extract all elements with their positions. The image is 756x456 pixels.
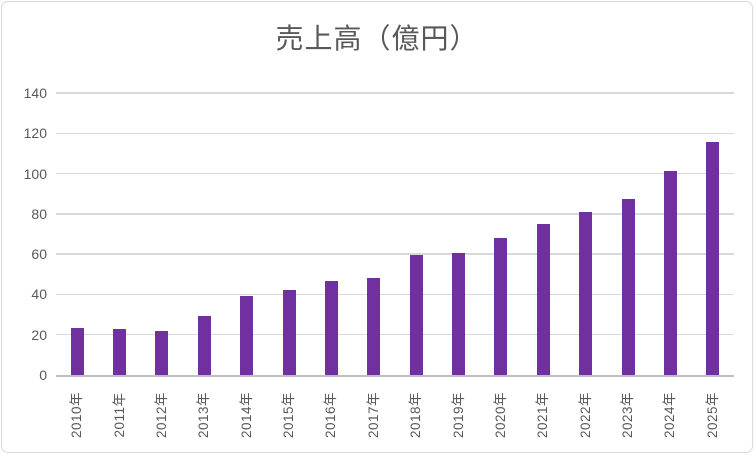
x-axis-tick-label: 2020年 (492, 391, 508, 439)
y-axis-tick-label: 100 (23, 165, 47, 182)
x-axis-tick-label: 2025年 (704, 391, 720, 439)
plot-area: 0 20 40 60 80 100 120 140 2010年 2011年 2012年 2013年 20… (2, 2, 752, 452)
y-axis-tick-label: 120 (23, 125, 47, 142)
bar-2021年 (536, 223, 550, 375)
x-axis-tick-label: 2013年 (196, 391, 212, 439)
bar-2023年 (621, 198, 635, 375)
x-axis-tick-label: 2016年 (323, 391, 339, 439)
gridline-y-120 (56, 132, 734, 135)
gridline-y-140 (56, 92, 734, 94)
gridline-y-20 (56, 333, 734, 336)
bar-2016年 (324, 281, 338, 375)
bar-2017年 (367, 278, 381, 375)
bar-2010年 (70, 327, 84, 375)
bar-2019年 (452, 253, 466, 375)
y-axis-tick-label: 0 (39, 367, 47, 383)
x-axis-tick-label: 2017年 (365, 391, 381, 439)
bar-2015年 (282, 290, 296, 375)
bar-2011年 (113, 328, 127, 375)
gridline-y-40 (56, 293, 734, 296)
bar-2020年 (494, 238, 508, 375)
gridline-y-60 (56, 253, 734, 255)
bar-2022年 (579, 211, 593, 375)
bar-2012年 (155, 330, 169, 375)
x-axis-tick-label: 2014年 (238, 391, 254, 439)
chart-title: 売上高（億円） (275, 23, 479, 54)
bar-2014年 (240, 296, 254, 375)
y-axis-tick-label: 140 (23, 85, 47, 101)
y-axis-tick-label: 80 (31, 205, 47, 222)
x-axis-line (56, 375, 734, 377)
bar-2024年 (663, 170, 677, 375)
y-axis-tick-label: 40 (31, 286, 47, 303)
x-axis-tick-label: 2022年 (577, 391, 593, 439)
bar-2018年 (409, 255, 423, 375)
x-axis-tick-label: 2024年 (662, 391, 678, 439)
y-axis-tick-label: 20 (31, 326, 47, 343)
y-axis-tick-label: 60 (31, 246, 47, 263)
bar-2013年 (197, 315, 211, 375)
gridline-y-100 (56, 172, 734, 175)
bar-2025年 (706, 142, 720, 375)
x-axis-tick-label: 2012年 (153, 391, 169, 439)
x-axis-tick-label: 2023年 (620, 391, 636, 439)
x-axis-tick-label: 2021年 (535, 391, 551, 439)
x-axis-tick-label: 2019年 (450, 391, 466, 439)
gridline-y-80 (56, 213, 734, 215)
x-axis-tick-label: 2011年 (111, 392, 127, 438)
x-axis-tick-label: 2015年 (281, 391, 297, 439)
x-axis-tick-label: 2018年 (408, 391, 424, 439)
x-axis-tick-label: 2010年 (69, 391, 85, 439)
